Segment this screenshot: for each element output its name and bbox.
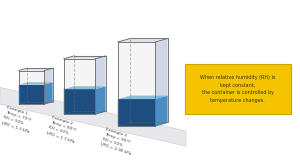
Polygon shape xyxy=(118,99,155,126)
Polygon shape xyxy=(44,82,53,104)
Polygon shape xyxy=(155,38,168,99)
Polygon shape xyxy=(19,71,44,85)
Polygon shape xyxy=(44,68,53,85)
Polygon shape xyxy=(95,56,106,89)
Polygon shape xyxy=(155,96,168,126)
Polygon shape xyxy=(19,82,53,85)
FancyBboxPatch shape xyxy=(184,64,291,114)
Polygon shape xyxy=(19,85,44,104)
Polygon shape xyxy=(95,86,106,114)
Polygon shape xyxy=(0,87,186,146)
Polygon shape xyxy=(118,96,168,99)
Polygon shape xyxy=(64,89,95,114)
Polygon shape xyxy=(19,68,53,71)
Text: When relative humidity (RH) is
kept constant,
the container is controlled by
tem: When relative humidity (RH) is kept cons… xyxy=(200,75,275,103)
Polygon shape xyxy=(118,38,130,99)
Polygon shape xyxy=(19,82,27,104)
Polygon shape xyxy=(64,59,95,89)
Polygon shape xyxy=(64,56,74,89)
Text: Example 2
Temp = 80°F
RH = 50%
VPD = 1.7 kPa: Example 2 Temp = 80°F RH = 50% VPD = 1.7… xyxy=(46,115,80,144)
Text: Example 3
Temp = 90°F
RH = 50%
VPD = 2.38 kPa: Example 3 Temp = 90°F RH = 50% VPD = 2.3… xyxy=(100,127,137,156)
Polygon shape xyxy=(64,56,106,59)
Polygon shape xyxy=(64,86,106,89)
Polygon shape xyxy=(64,86,74,114)
Polygon shape xyxy=(19,68,27,85)
Polygon shape xyxy=(118,42,155,99)
Text: Example 1
Temp = 70°F
RH = 50%
VPD = 1.3 kPa: Example 1 Temp = 70°F RH = 50% VPD = 1.3… xyxy=(1,105,35,134)
Polygon shape xyxy=(118,38,168,42)
Polygon shape xyxy=(118,96,130,126)
